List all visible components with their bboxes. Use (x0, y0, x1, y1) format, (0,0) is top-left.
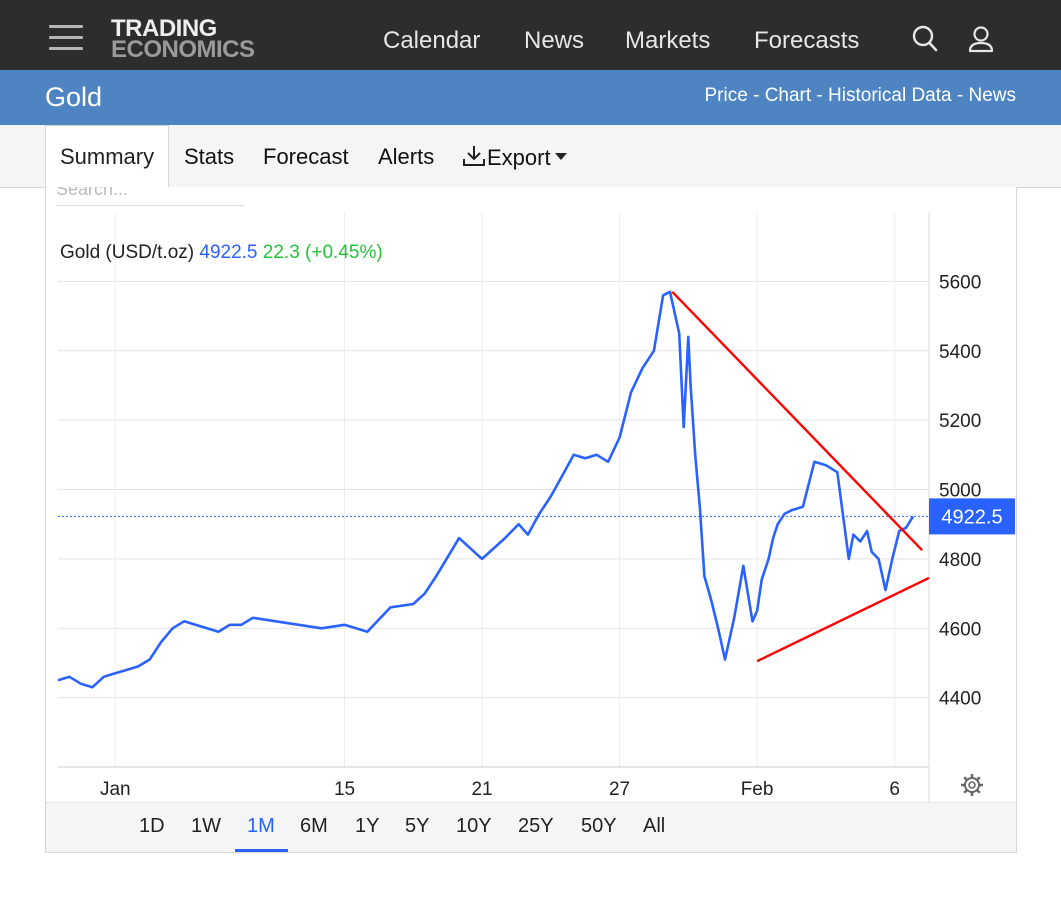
link-news[interactable]: News (968, 85, 1016, 106)
y-tick-label: 5400 (939, 342, 981, 363)
legend-price: 4922.5 (199, 242, 258, 263)
tab-stats[interactable]: Stats (184, 144, 235, 169)
instrument-links: Price - Chart - Historical Data - News (704, 85, 1017, 106)
nav-news[interactable]: News (524, 27, 585, 54)
chart-panel: Search... 4400 4600 4800 5000 5200 5400 5600 J… (45, 187, 1017, 853)
y-tick-label: 4800 (939, 550, 981, 571)
tab-strip: Summary Stats Forecast Alerts Export (0, 125, 1061, 188)
link-historical-data[interactable]: Historical Data (828, 85, 952, 106)
active-range-underline (235, 849, 288, 852)
x-tick-label: 21 (471, 779, 492, 800)
range-all[interactable]: All (643, 815, 666, 837)
export-label: Export (487, 145, 551, 170)
top-navbar: TRADING ECONOMICS Calendar News Markets … (0, 0, 1061, 70)
x-tick-label: 27 (609, 779, 630, 800)
instrument-header: Gold Price - Chart - Historical Data - N… (0, 70, 1061, 125)
y-tick-label: 5600 (939, 272, 981, 293)
range-10y[interactable]: 10Y (456, 815, 492, 837)
range-25y[interactable]: 25Y (518, 815, 554, 837)
range-6m[interactable]: 6M (300, 815, 328, 837)
search-icon[interactable] (911, 22, 941, 56)
link-chart[interactable]: Chart (764, 85, 812, 106)
range-1y[interactable]: 1Y (355, 815, 380, 837)
gold-price-line (57, 290, 915, 689)
y-tick-label: 5200 (939, 411, 981, 432)
hamburger-menu-icon[interactable] (49, 25, 83, 51)
legend-change: 22.3 (+0.45%) (262, 242, 383, 263)
x-tick-label: Jan (100, 779, 131, 800)
range-50y[interactable]: 50Y (581, 815, 617, 837)
y-tick-label: 4400 (939, 689, 981, 710)
trading-economics-logo[interactable]: TRADING ECONOMICS (111, 15, 255, 63)
x-tick-label: Feb (741, 779, 774, 800)
tab-export[interactable]: Export (461, 144, 568, 171)
range-1m[interactable]: 1M (247, 815, 275, 837)
x-tick-label: 15 (334, 779, 355, 800)
price-chart[interactable]: 4400 4600 4800 5000 5200 5400 5600 Jan 15 21 27 Fe… (46, 187, 1016, 802)
logo-line2: ECONOMICS (111, 36, 255, 63)
user-account-icon[interactable] (966, 22, 996, 56)
nav-calendar[interactable]: Calendar (383, 27, 481, 54)
tab-forecast[interactable]: Forecast (263, 144, 349, 169)
range-selector: 1D 1W 1M 6M 1Y 5Y 10Y 25Y 50Y All (46, 802, 1016, 852)
range-1d[interactable]: 1D (139, 815, 165, 837)
link-price[interactable]: Price (704, 85, 748, 106)
nav-markets[interactable]: Markets (625, 27, 711, 54)
chart-legend: Gold (USD/t.oz) 4922.5 22.3 (+0.45%) (60, 242, 383, 264)
download-icon (463, 146, 485, 166)
range-1w[interactable]: 1W (191, 815, 221, 837)
chart-search-input[interactable]: Search... (56, 187, 244, 206)
tab-summary[interactable]: Summary (45, 125, 170, 188)
x-axis-labels: Jan 15 21 27 Feb 6 (100, 779, 900, 800)
caret-down-icon (554, 153, 567, 160)
legend-name: Gold (USD/t.oz) (60, 242, 195, 263)
trendline-support (756, 576, 930, 663)
logo-line1: TRADING (111, 15, 217, 42)
range-5y[interactable]: 5Y (405, 815, 430, 837)
price-tag-box (929, 498, 1015, 535)
chart-grid (58, 212, 930, 802)
price-tag-label: 4922.5 (941, 506, 1002, 528)
last-price-tag: 4922.5 (929, 498, 1015, 535)
nav-forecasts[interactable]: Forecasts (754, 27, 860, 54)
y-axis-labels: 4400 4600 4800 5000 5200 5400 5600 (939, 272, 981, 709)
page-title: Gold (45, 82, 103, 112)
tab-alerts[interactable]: Alerts (378, 144, 435, 169)
y-tick-label: 4600 (939, 619, 981, 640)
chart-settings-icon[interactable] (961, 774, 983, 796)
x-tick-label: 6 (889, 779, 900, 800)
trendlines (671, 290, 930, 663)
y-tick-label: 5000 (939, 481, 981, 502)
trendline-resistance (671, 290, 923, 552)
